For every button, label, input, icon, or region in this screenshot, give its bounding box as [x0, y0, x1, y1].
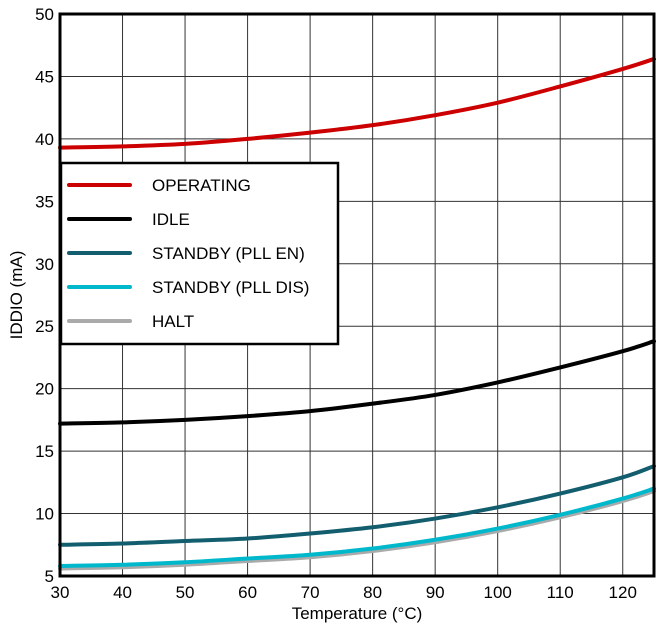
x-tick-label: 60 — [238, 583, 257, 602]
y-tick-label: 15 — [35, 442, 54, 461]
legend-label: STANDBY (PLL EN) — [152, 244, 305, 263]
y-tick-label: 30 — [35, 255, 54, 274]
y-tick-label: 45 — [35, 67, 54, 86]
legend: OPERATING IDLE STANDBY (PLL EN) STANDBY (PL… — [59, 161, 340, 346]
x-tick-label: 120 — [609, 583, 637, 602]
legend-label: IDLE — [152, 210, 190, 229]
x-tick-label: 100 — [483, 583, 511, 602]
series-line-idle — [58, 339, 656, 426]
series-line-standby-pll-dis — [58, 486, 656, 569]
legend-label: STANDBY (PLL DIS) — [152, 278, 309, 297]
x-tick-label: 90 — [426, 583, 445, 602]
y-tick-label: 10 — [35, 505, 54, 524]
x-tick-label: 70 — [301, 583, 320, 602]
y-tick-label: 25 — [35, 317, 54, 336]
x-tick-label: 50 — [176, 583, 195, 602]
y-tick-label: 50 — [35, 5, 54, 24]
legend-label: HALT — [152, 312, 194, 331]
y-tick-labels: 5 10 15 20 25 30 35 40 45 50 — [35, 5, 54, 586]
x-tick-labels: 30 40 50 60 70 80 90 100 110 120 — [51, 583, 637, 602]
series-line-standby-pll-en — [58, 464, 656, 547]
y-axis-label: IDDIO (mA) — [7, 251, 26, 340]
x-tick-label: 110 — [547, 583, 574, 602]
series-line-operating — [58, 56, 656, 150]
y-tick-label: 5 — [45, 567, 54, 586]
x-tick-label: 40 — [113, 583, 132, 602]
y-tick-label: 40 — [35, 130, 54, 149]
x-tick-label: 80 — [363, 583, 382, 602]
x-axis-label: Temperature (°C) — [292, 604, 423, 623]
y-tick-label: 35 — [35, 192, 54, 211]
y-tick-label: 20 — [35, 380, 54, 399]
x-tick-label: 30 — [51, 583, 70, 602]
data-series — [58, 56, 656, 571]
series-line-halt — [58, 489, 656, 571]
legend-label: OPERATING — [152, 176, 251, 195]
